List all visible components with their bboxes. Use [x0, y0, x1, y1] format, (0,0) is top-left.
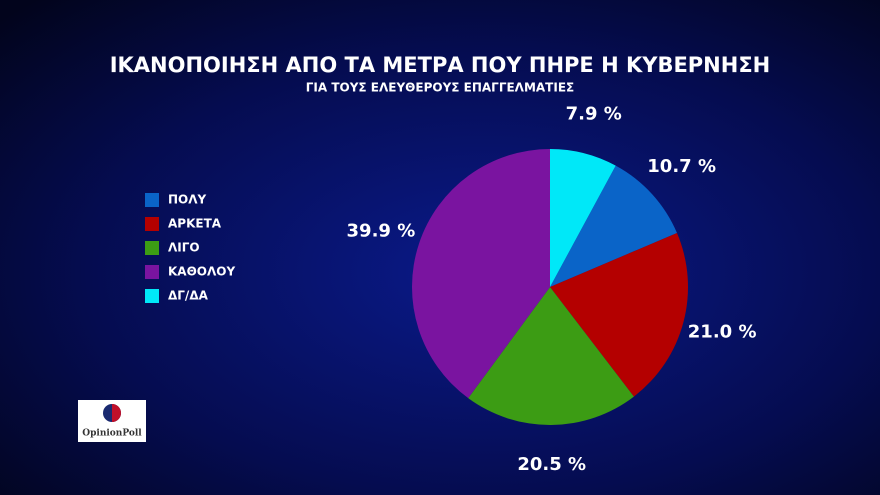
- pie-slice: [550, 149, 616, 287]
- chart-subtitle: ΓΙΑ ΤΟΥΣ ΕΛΕΥΘΕΡΟΥΣ ΕΠΑΓΓΕΛΜΑΤΙΕΣ: [306, 81, 574, 95]
- legend-label: ΛΙΓΟ: [168, 241, 200, 255]
- data-label: 39.9 %: [347, 220, 416, 241]
- data-label: 10.7 %: [647, 156, 716, 177]
- chart-title: ΙΚΑΝΟΠΟΙΗΣΗ ΑΠΟ ΤΑ ΜΕΤΡΑ ΠΟΥ ΠΗΡΕ Η ΚΥΒΕ…: [110, 53, 771, 77]
- legend-label: ΠΟΛΥ: [168, 193, 207, 207]
- pie-slice: [412, 149, 550, 399]
- legend-swatch: [145, 217, 159, 231]
- legend-label: ΑΡΚΕΤΑ: [168, 217, 222, 231]
- legend-label: ΚΑΘΟΛΟΥ: [168, 265, 235, 279]
- pie-slice: [550, 232, 689, 397]
- legend-swatch: [145, 289, 159, 303]
- pie-slice: [468, 287, 634, 425]
- legend-label: ΔΓ/ΔΑ: [168, 289, 209, 303]
- legend-swatch: [145, 265, 159, 279]
- data-label: 20.5 %: [517, 454, 586, 475]
- legend-swatch: [145, 241, 159, 255]
- logo-text: OpinionPoll: [82, 429, 142, 439]
- pie-slice: [550, 165, 677, 287]
- logo: OpinionPoll: [78, 400, 146, 442]
- data-label: 7.9 %: [566, 103, 622, 124]
- data-label: 21.0 %: [688, 321, 757, 342]
- logo-icon: [112, 404, 121, 422]
- legend-swatch: [145, 193, 159, 207]
